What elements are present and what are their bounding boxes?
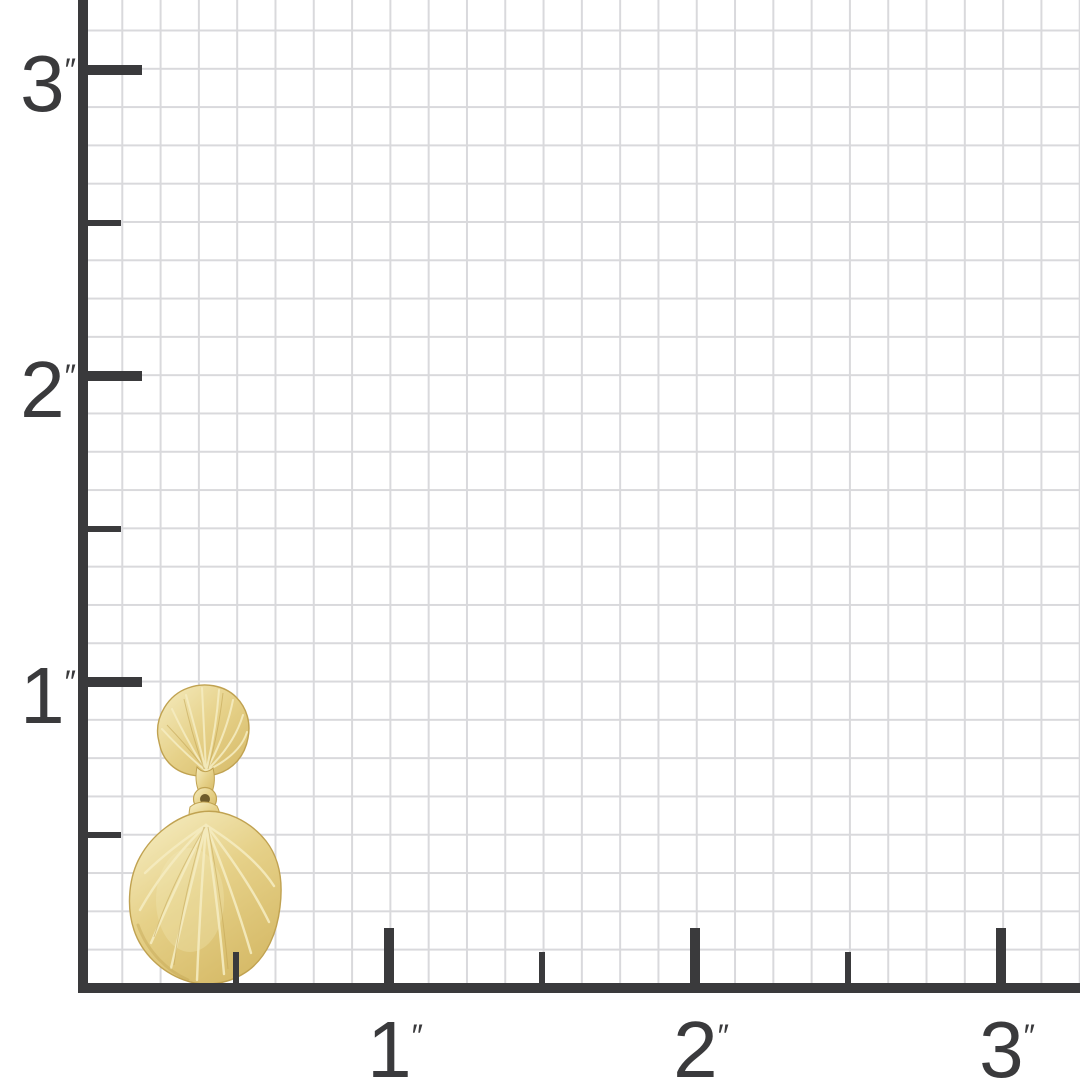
x-label-number: 3 xyxy=(979,1005,1023,1080)
y-axis-ruler-bar xyxy=(78,0,88,993)
x-axis-tick-2in xyxy=(690,928,700,983)
y-axis-tick-2p5in xyxy=(88,220,121,226)
y-axis-label-1in: 1″ xyxy=(0,642,76,736)
x-axis-tick-1in xyxy=(384,928,394,983)
earring-top-petal xyxy=(156,684,250,777)
inch-mark: ″ xyxy=(717,1018,729,1054)
top-petal-veins xyxy=(161,687,248,772)
bottom-petal-vein-shadows xyxy=(153,826,229,970)
earring-bottom-petal xyxy=(128,801,282,985)
x-axis-tick-1p5in xyxy=(539,952,545,983)
x-axis-label-3in: 3″ xyxy=(979,996,1035,1080)
bottom-petal-rim-shadow xyxy=(136,923,190,982)
y-label-number: 2 xyxy=(20,345,64,434)
x-label-number: 2 xyxy=(673,1005,717,1080)
inch-mark: ″ xyxy=(1023,1018,1035,1054)
y-axis-tick-2in xyxy=(88,371,142,381)
jump-ring-hole xyxy=(200,794,210,804)
measurement-grid xyxy=(83,0,1080,983)
x-axis-ruler-bar xyxy=(78,983,1080,993)
y-axis-tick-1in xyxy=(88,677,142,687)
x-axis-label-1in: 1″ xyxy=(367,996,423,1080)
inch-mark: ″ xyxy=(64,664,76,700)
inch-mark: ″ xyxy=(64,52,76,88)
inch-mark: ″ xyxy=(411,1018,423,1054)
x-axis-tick-2p5in xyxy=(845,952,851,983)
y-label-number: 3 xyxy=(20,39,64,128)
x-axis-label-2in: 2″ xyxy=(673,996,729,1080)
y-axis-label-2in: 2″ xyxy=(0,336,76,430)
y-label-number: 1 xyxy=(20,651,64,740)
x-label-number: 1 xyxy=(367,1005,411,1080)
product-photo-earring xyxy=(128,684,282,985)
inch-mark: ″ xyxy=(64,358,76,394)
x-axis-tick-0p5in xyxy=(233,952,239,983)
y-axis-tick-3in xyxy=(88,65,142,75)
bottom-petal-sheen xyxy=(156,848,224,952)
y-axis-tick-0p5in xyxy=(88,832,121,838)
y-axis-tick-1p5in xyxy=(88,526,121,532)
y-axis-label-3in: 3″ xyxy=(0,30,76,124)
x-axis-tick-3in xyxy=(996,928,1006,983)
top-petal-vein-shadows xyxy=(166,692,224,770)
